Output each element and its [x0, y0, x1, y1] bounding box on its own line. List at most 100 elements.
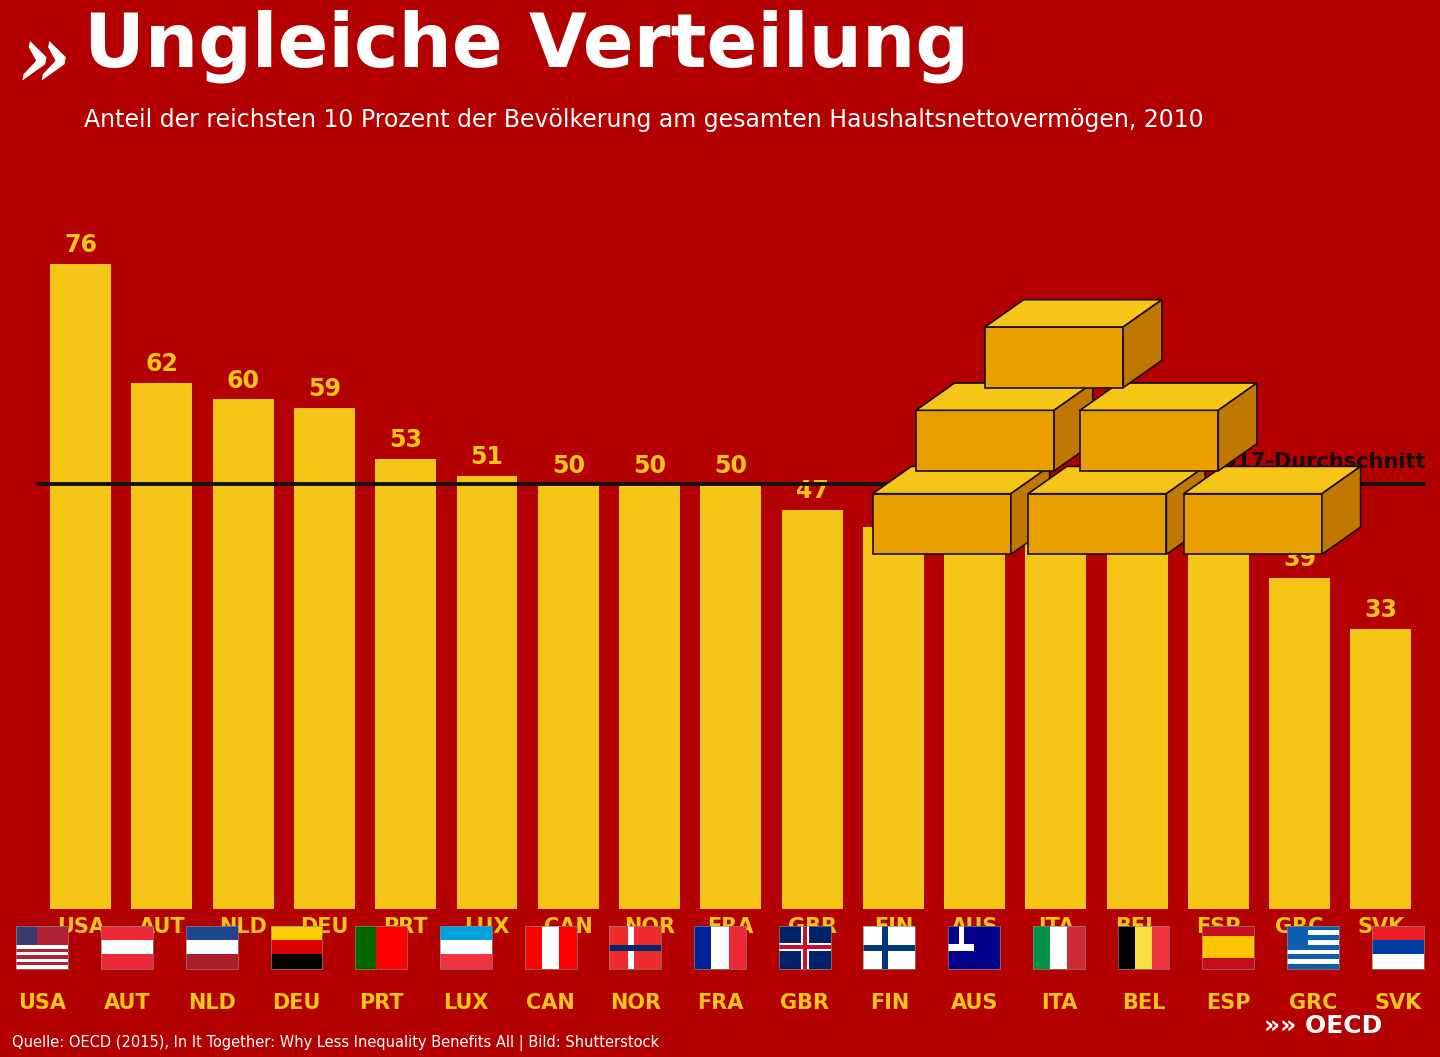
FancyBboxPatch shape — [101, 954, 153, 968]
Text: PRT: PRT — [359, 993, 403, 1013]
Bar — [1188, 544, 1248, 909]
FancyBboxPatch shape — [16, 959, 68, 962]
FancyBboxPatch shape — [609, 945, 661, 951]
Polygon shape — [1011, 466, 1050, 554]
FancyBboxPatch shape — [559, 926, 576, 968]
Text: NLD: NLD — [187, 993, 236, 1013]
Text: »» OECD: »» OECD — [1264, 1014, 1382, 1038]
FancyBboxPatch shape — [376, 926, 386, 968]
Polygon shape — [1028, 466, 1205, 494]
Polygon shape — [1184, 494, 1322, 554]
Text: AUT: AUT — [104, 993, 150, 1013]
FancyBboxPatch shape — [1202, 926, 1254, 937]
Text: 50: 50 — [634, 453, 667, 478]
Text: »: » — [17, 19, 71, 103]
Text: 62: 62 — [145, 352, 179, 375]
FancyBboxPatch shape — [1372, 926, 1424, 940]
FancyBboxPatch shape — [948, 944, 973, 950]
FancyBboxPatch shape — [1287, 949, 1339, 954]
FancyBboxPatch shape — [16, 965, 68, 968]
Text: DEU: DEU — [272, 993, 321, 1013]
Polygon shape — [873, 494, 1011, 554]
FancyBboxPatch shape — [356, 926, 376, 968]
FancyBboxPatch shape — [541, 926, 559, 968]
Polygon shape — [1184, 466, 1361, 494]
Text: 50: 50 — [714, 453, 747, 478]
FancyBboxPatch shape — [16, 952, 68, 956]
Text: CAN: CAN — [526, 993, 575, 1013]
FancyBboxPatch shape — [101, 940, 153, 954]
Text: 76: 76 — [65, 233, 96, 257]
FancyBboxPatch shape — [1067, 926, 1084, 968]
Text: OECD17-Durchschnitt: OECD17-Durchschnitt — [1172, 451, 1426, 471]
Bar — [537, 484, 599, 909]
Bar — [782, 509, 842, 909]
Text: 51: 51 — [471, 445, 504, 469]
Text: GRC: GRC — [1289, 993, 1338, 1013]
FancyBboxPatch shape — [16, 945, 68, 949]
FancyBboxPatch shape — [1372, 940, 1424, 954]
Polygon shape — [1080, 410, 1218, 471]
Bar — [619, 484, 680, 909]
FancyBboxPatch shape — [779, 926, 831, 968]
FancyBboxPatch shape — [1287, 930, 1339, 935]
Text: 60: 60 — [226, 369, 259, 393]
FancyBboxPatch shape — [1287, 945, 1339, 949]
Polygon shape — [1054, 383, 1093, 471]
Text: GBR: GBR — [780, 993, 829, 1013]
Polygon shape — [1123, 300, 1162, 388]
Polygon shape — [916, 410, 1054, 471]
FancyBboxPatch shape — [802, 926, 806, 968]
Text: NOR: NOR — [609, 993, 661, 1013]
Polygon shape — [916, 383, 1093, 410]
FancyBboxPatch shape — [16, 926, 37, 946]
FancyBboxPatch shape — [16, 926, 68, 968]
FancyBboxPatch shape — [386, 926, 408, 968]
FancyBboxPatch shape — [1287, 926, 1339, 930]
Text: ITA: ITA — [1041, 993, 1077, 1013]
FancyBboxPatch shape — [959, 926, 963, 947]
Text: Ungleiche Verteilung: Ungleiche Verteilung — [84, 10, 969, 84]
FancyBboxPatch shape — [441, 954, 492, 968]
Bar — [294, 408, 354, 909]
Text: ESP: ESP — [1205, 993, 1250, 1013]
Bar — [213, 400, 274, 909]
FancyBboxPatch shape — [609, 926, 661, 968]
FancyBboxPatch shape — [271, 940, 323, 954]
FancyBboxPatch shape — [441, 940, 492, 954]
Polygon shape — [1028, 494, 1166, 554]
Bar — [50, 263, 111, 909]
Bar — [1107, 535, 1168, 909]
Bar — [131, 383, 193, 909]
FancyBboxPatch shape — [729, 926, 746, 968]
Polygon shape — [1322, 466, 1361, 554]
FancyBboxPatch shape — [711, 926, 729, 968]
Bar — [1351, 629, 1411, 909]
Text: 45: 45 — [877, 496, 910, 520]
FancyBboxPatch shape — [16, 949, 68, 952]
FancyBboxPatch shape — [186, 954, 238, 968]
FancyBboxPatch shape — [948, 926, 999, 968]
FancyBboxPatch shape — [1152, 926, 1169, 968]
Text: USA: USA — [19, 993, 66, 1013]
FancyBboxPatch shape — [1287, 926, 1308, 945]
FancyBboxPatch shape — [441, 926, 492, 940]
FancyBboxPatch shape — [1287, 954, 1339, 959]
Text: 45: 45 — [1040, 496, 1073, 520]
Bar — [1269, 578, 1331, 909]
FancyBboxPatch shape — [1117, 926, 1135, 968]
Text: FIN: FIN — [870, 993, 909, 1013]
Bar — [1025, 526, 1086, 909]
FancyBboxPatch shape — [1050, 926, 1067, 968]
Bar — [700, 484, 762, 909]
FancyBboxPatch shape — [1287, 959, 1339, 964]
FancyBboxPatch shape — [881, 926, 888, 968]
FancyBboxPatch shape — [694, 926, 711, 968]
FancyBboxPatch shape — [1032, 926, 1050, 968]
Text: 39: 39 — [1283, 548, 1316, 571]
Text: SVK: SVK — [1374, 993, 1421, 1013]
FancyBboxPatch shape — [1135, 926, 1152, 968]
FancyBboxPatch shape — [16, 956, 68, 959]
Polygon shape — [985, 327, 1123, 388]
Text: 43: 43 — [1202, 513, 1236, 537]
